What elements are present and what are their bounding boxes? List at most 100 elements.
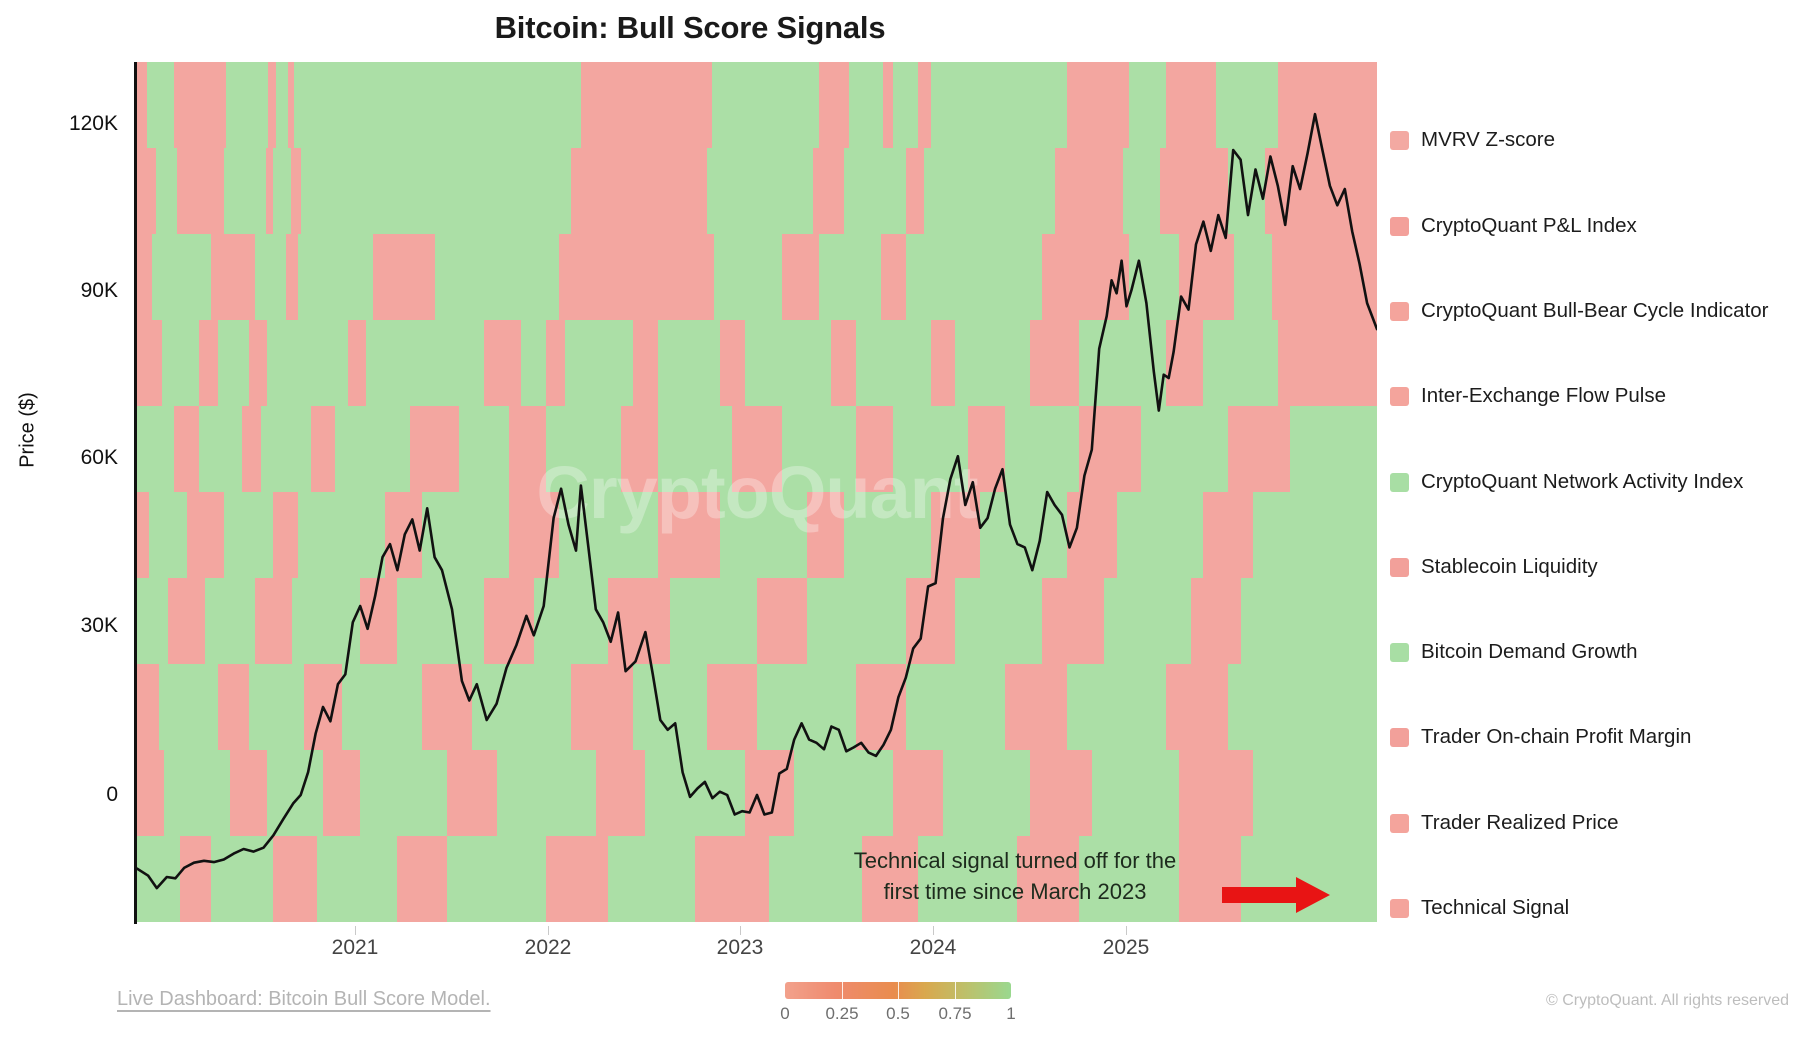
legend-swatch-icon bbox=[1390, 130, 1409, 150]
heatmap-cell bbox=[546, 836, 609, 922]
legend-item[interactable]: CryptoQuant Network Activity Index bbox=[1390, 470, 1743, 494]
colorbar-separator bbox=[898, 982, 899, 999]
heatmap-cell bbox=[409, 406, 460, 492]
legend-item[interactable]: CryptoQuant Bull-Bear Cycle Indicator bbox=[1390, 299, 1769, 323]
annotation-line-1: Technical signal turned off for the bbox=[853, 848, 1177, 873]
heatmap-cell bbox=[223, 492, 274, 578]
heatmap-cell bbox=[1029, 320, 1080, 406]
colorbar-separator bbox=[955, 982, 956, 999]
heatmap-band bbox=[137, 148, 1377, 234]
heatmap-cell bbox=[1005, 664, 1067, 750]
legend-item-label: CryptoQuant Network Activity Index bbox=[1421, 470, 1744, 493]
heatmap-cell bbox=[1228, 664, 1377, 750]
annotation-line-2: first time since March 2023 bbox=[883, 879, 1147, 905]
y-axis-line bbox=[134, 62, 137, 924]
legend-item-label: CryptoQuant Bull-Bear Cycle Indicator bbox=[1421, 299, 1769, 322]
heatmap-cell bbox=[806, 578, 906, 664]
heatmap-cell bbox=[310, 406, 336, 492]
heatmap-cell bbox=[341, 664, 423, 750]
live-dashboard-link[interactable]: Live Dashboard: Bitcoin Bull Score Model… bbox=[117, 988, 491, 1010]
heatmap-cell bbox=[273, 148, 291, 234]
heatmap-cell bbox=[1228, 148, 1266, 234]
legend-item[interactable]: CryptoQuant P&L Index bbox=[1390, 214, 1637, 238]
heatmap-cell bbox=[695, 836, 770, 922]
heatmap-cell bbox=[595, 750, 646, 836]
heatmap-cell bbox=[146, 62, 175, 148]
heatmap-cell bbox=[856, 664, 906, 750]
heatmap-cell bbox=[781, 406, 857, 492]
page-title: Bitcoin: Bull Score Signals bbox=[494, 10, 886, 45]
heatmap-cell bbox=[164, 750, 230, 836]
legend-item[interactable]: Technical Signal bbox=[1390, 896, 1569, 920]
heatmap-cell bbox=[1271, 234, 1377, 320]
x-axis-tick-label: 2024 bbox=[909, 936, 957, 959]
heatmap-cell bbox=[930, 320, 956, 406]
heatmap-cell bbox=[1178, 836, 1241, 922]
heatmap-cell bbox=[1054, 148, 1123, 234]
heatmap-cell bbox=[248, 320, 268, 406]
colorbar-tick-label: 0 bbox=[780, 1004, 790, 1023]
heatmap-cell bbox=[335, 406, 410, 492]
colorbar-separator bbox=[842, 982, 843, 999]
legend-swatch-icon bbox=[1390, 898, 1409, 918]
heatmap-cell bbox=[509, 406, 547, 492]
heatmap-band bbox=[137, 750, 1377, 836]
heatmap-cell bbox=[893, 62, 919, 148]
heatmap-cell bbox=[918, 836, 1018, 922]
heatmap-cell bbox=[1253, 750, 1377, 836]
heatmap-cell bbox=[230, 750, 268, 836]
heatmap-cell bbox=[199, 406, 243, 492]
heatmap-cell bbox=[918, 62, 931, 148]
heatmap-cell bbox=[347, 320, 367, 406]
y-axis-tick-label: 120K bbox=[68, 112, 118, 135]
heatmap-cell bbox=[843, 148, 906, 234]
annotation-text: Technical signal turned off for the firs… bbox=[820, 845, 1210, 907]
heatmap-band bbox=[137, 664, 1377, 750]
x-axis-tick-mark bbox=[740, 926, 741, 935]
heatmap-cell bbox=[781, 234, 819, 320]
legend-item[interactable]: Trader Realized Price bbox=[1390, 811, 1618, 835]
legend-item[interactable]: MVRV Z-score bbox=[1390, 128, 1555, 152]
heatmap-cell bbox=[558, 234, 714, 320]
heatmap-cell bbox=[719, 492, 807, 578]
bitcoin-price-line bbox=[137, 112, 1377, 890]
heatmap-cell bbox=[1079, 836, 1179, 922]
heatmap-cell bbox=[564, 320, 633, 406]
heatmap-cell bbox=[657, 406, 733, 492]
x-axis-tick-mark bbox=[933, 926, 934, 935]
heatmap-cell bbox=[323, 750, 361, 836]
heatmap-cell bbox=[546, 320, 565, 406]
heatmap-cell bbox=[288, 62, 295, 148]
legend-swatch-icon bbox=[1390, 472, 1409, 492]
legend-swatch-icon bbox=[1390, 301, 1409, 321]
heatmap-band bbox=[137, 234, 1377, 320]
legend-item[interactable]: Trader On-chain Profit Margin bbox=[1390, 725, 1691, 749]
heatmap-cell bbox=[707, 664, 757, 750]
heatmap-cell bbox=[137, 320, 162, 406]
heatmap-cell bbox=[905, 234, 1043, 320]
heatmap-cell bbox=[366, 320, 485, 406]
heatmap-cell bbox=[856, 406, 894, 492]
heatmap-cell bbox=[316, 836, 398, 922]
legend-item-label: Trader Realized Price bbox=[1421, 811, 1619, 834]
legend-swatch-icon bbox=[1390, 386, 1409, 406]
x-axis-tick-mark bbox=[355, 926, 356, 935]
legend-item[interactable]: Bitcoin Demand Growth bbox=[1390, 640, 1637, 664]
heatmap-cell bbox=[980, 492, 1067, 578]
legend-item[interactable]: Inter-Exchange Flow Pulse bbox=[1390, 384, 1666, 408]
heatmap-cell bbox=[1203, 320, 1278, 406]
heatmap-cell bbox=[174, 62, 227, 148]
heatmap-cell bbox=[1141, 406, 1229, 492]
heatmap-cell bbox=[546, 406, 621, 492]
heatmap-cell bbox=[205, 578, 255, 664]
colorbar-tick-label: 0.5 bbox=[886, 1004, 910, 1023]
heatmap-cell bbox=[447, 750, 497, 836]
heatmap-cell bbox=[1191, 578, 1241, 664]
heatmap-cell bbox=[881, 234, 906, 320]
heatmap-cell bbox=[1240, 836, 1377, 922]
heatmap-cell bbox=[1215, 62, 1278, 148]
heatmap-cell bbox=[893, 750, 943, 836]
legend-item[interactable]: Stablecoin Liquidity bbox=[1390, 555, 1598, 579]
heatmap-cell bbox=[1166, 664, 1229, 750]
y-axis-tick-label: 60K bbox=[80, 446, 118, 469]
